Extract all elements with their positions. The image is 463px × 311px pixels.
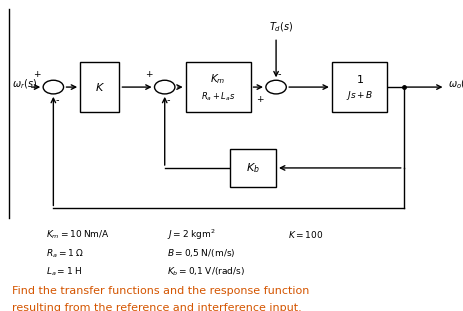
Text: $\omega_o(s)$: $\omega_o(s)$ bbox=[447, 77, 463, 91]
Text: -: - bbox=[277, 69, 281, 79]
Text: $R_a + L_a s$: $R_a + L_a s$ bbox=[200, 90, 235, 103]
Text: $L_a = 1\;\mathrm{H}$: $L_a = 1\;\mathrm{H}$ bbox=[46, 266, 82, 278]
Text: $K_m$: $K_m$ bbox=[210, 72, 225, 86]
Text: $K_b = 0{,}1\;\mathrm{V/(rad/s)}$: $K_b = 0{,}1\;\mathrm{V/(rad/s)}$ bbox=[167, 266, 244, 278]
Bar bbox=[331, 62, 387, 112]
Text: resulting from the reference and interference input.: resulting from the reference and interfe… bbox=[12, 303, 300, 311]
Text: -: - bbox=[166, 95, 170, 105]
Text: -: - bbox=[55, 95, 59, 105]
Bar bbox=[229, 149, 275, 187]
Text: $T_d(s)$: $T_d(s)$ bbox=[268, 21, 292, 34]
Text: +: + bbox=[33, 70, 41, 79]
Text: +: + bbox=[144, 70, 152, 79]
Text: $Js + B$: $Js + B$ bbox=[345, 89, 373, 102]
Text: $K_b$: $K_b$ bbox=[245, 161, 259, 175]
Text: $K_m = 10\;\mathrm{Nm/A}$: $K_m = 10\;\mathrm{Nm/A}$ bbox=[46, 229, 110, 241]
Text: +: + bbox=[256, 95, 263, 104]
Text: $B = 0{,}5\;\mathrm{N/(m/s)}$: $B = 0{,}5\;\mathrm{N/(m/s)}$ bbox=[167, 248, 235, 259]
Text: $K$: $K$ bbox=[94, 81, 105, 93]
Bar bbox=[185, 62, 250, 112]
Text: $K = 100$: $K = 100$ bbox=[287, 229, 323, 240]
Text: $\omega_r(s)$: $\omega_r(s)$ bbox=[12, 77, 37, 91]
Text: Find the transfer functions and the response function: Find the transfer functions and the resp… bbox=[12, 286, 308, 296]
Text: $R_a = 1\;\Omega$: $R_a = 1\;\Omega$ bbox=[46, 247, 84, 260]
Text: $1$: $1$ bbox=[355, 73, 363, 85]
Bar bbox=[80, 62, 119, 112]
Text: $J = 2\;\mathrm{kgm}^2$: $J = 2\;\mathrm{kgm}^2$ bbox=[167, 228, 215, 242]
